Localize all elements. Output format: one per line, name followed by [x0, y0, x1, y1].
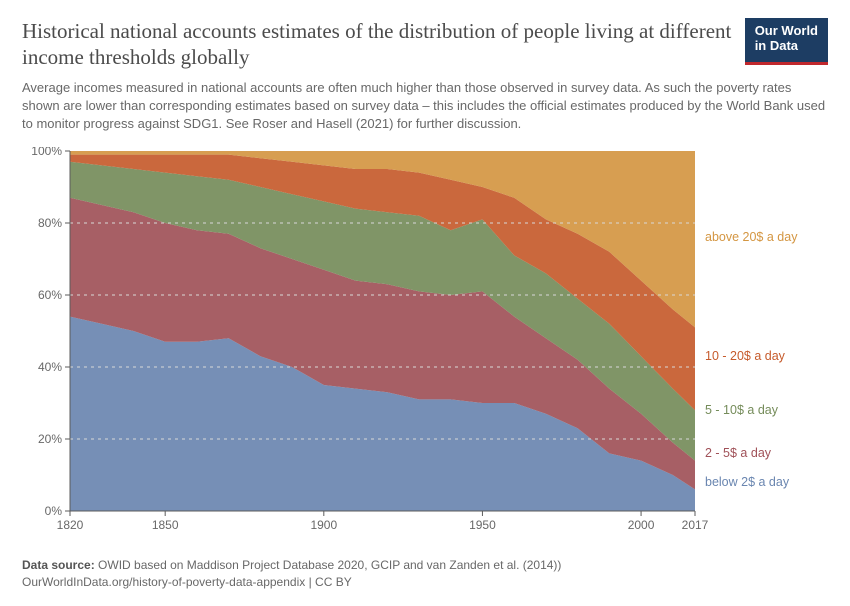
source-text: OWID based on Maddison Project Database …	[98, 558, 561, 572]
y-tick-label: 100%	[31, 147, 62, 158]
page-title: Historical national accounts estimates o…	[22, 18, 733, 71]
page-subtitle: Average incomes measured in national acc…	[22, 79, 828, 134]
series-label: 5 - 10$ a day	[705, 403, 779, 417]
x-tick-label: 2017	[682, 518, 709, 532]
series-label: above 20$ a day	[705, 230, 798, 244]
y-tick-label: 20%	[38, 432, 62, 446]
y-tick-label: 40%	[38, 360, 62, 374]
footer-url: OurWorldInData.org/history-of-poverty-da…	[22, 575, 305, 589]
x-tick-label: 1900	[310, 518, 337, 532]
chart-footer: Data source: OWID based on Maddison Proj…	[22, 557, 828, 592]
series-label: 2 - 5$ a day	[705, 446, 772, 460]
source-label: Data source:	[22, 558, 95, 572]
y-tick-label: 60%	[38, 288, 62, 302]
y-tick-label: 80%	[38, 216, 62, 230]
owid-logo: Our World in Data	[745, 18, 828, 65]
x-tick-label: 1950	[469, 518, 496, 532]
footer-license: CC BY	[315, 575, 352, 589]
x-tick-label: 1820	[57, 518, 84, 532]
x-tick-label: 1850	[152, 518, 179, 532]
series-label: below 2$ a day	[705, 475, 790, 489]
series-label: 10 - 20$ a day	[705, 349, 786, 363]
logo-line1: Our World	[755, 24, 818, 39]
y-tick-label: 0%	[45, 504, 63, 518]
stacked-area-chart: 0% 20% 40% 60% 80% 100% 1820 1850 1900 1950 2000 20…	[22, 147, 828, 547]
x-tick-label: 2000	[628, 518, 655, 532]
logo-line2: in Data	[755, 39, 818, 54]
